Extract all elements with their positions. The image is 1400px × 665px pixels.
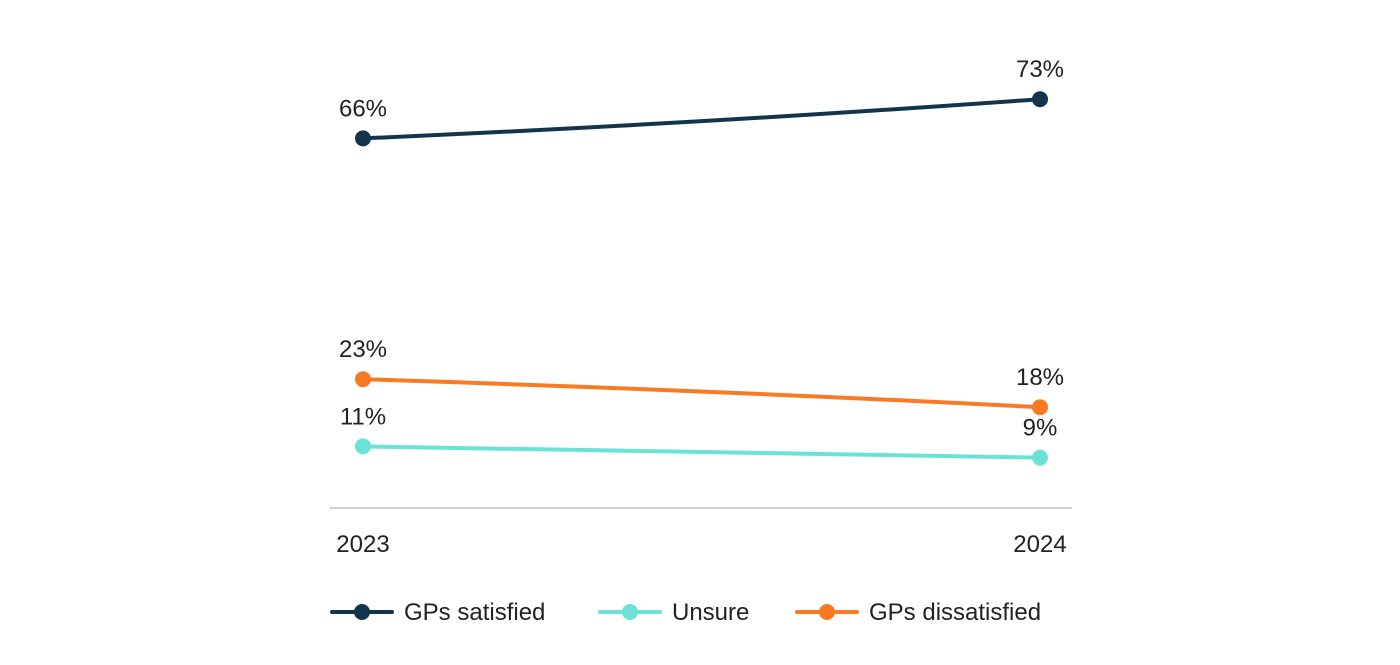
- legend-label: Unsure: [672, 599, 749, 626]
- data-label: 18%: [1016, 364, 1064, 391]
- data-point: [355, 371, 371, 388]
- legend-item: GPs satisfied: [330, 599, 545, 626]
- legend-item: GPs dissatisfied: [795, 599, 1041, 626]
- legend-label: GPs satisfied: [404, 599, 545, 626]
- data-point: [1032, 91, 1048, 108]
- series-gps-dissatisfied: 23% 18%: [339, 336, 1064, 416]
- x-tick-label: 2024: [1013, 531, 1066, 558]
- series-line: [362, 444, 1041, 460]
- data-label: 23%: [339, 336, 387, 363]
- legend: GPs satisfied Unsure GPs dissatisfied: [330, 599, 1041, 626]
- data-point: [355, 130, 371, 147]
- data-point: [355, 438, 371, 455]
- legend-marker-icon: [622, 604, 638, 620]
- legend-item: Unsure: [598, 599, 749, 626]
- series-line: [362, 97, 1041, 141]
- series-unsure: 11% 9%: [340, 403, 1058, 466]
- legend-marker-icon: [354, 604, 370, 620]
- data-label: 11%: [340, 403, 386, 430]
- series-gps-satisfied: 66% 73%: [339, 56, 1064, 147]
- data-label: 66%: [339, 95, 387, 122]
- x-tick-label: 2023: [336, 531, 389, 558]
- data-point: [1032, 449, 1048, 466]
- data-point: [1032, 399, 1048, 416]
- legend-label: GPs dissatisfied: [869, 599, 1041, 626]
- data-label: 73%: [1016, 56, 1064, 83]
- data-label: 9%: [1023, 415, 1058, 442]
- series-line: [362, 377, 1041, 410]
- legend-marker-icon: [819, 604, 835, 620]
